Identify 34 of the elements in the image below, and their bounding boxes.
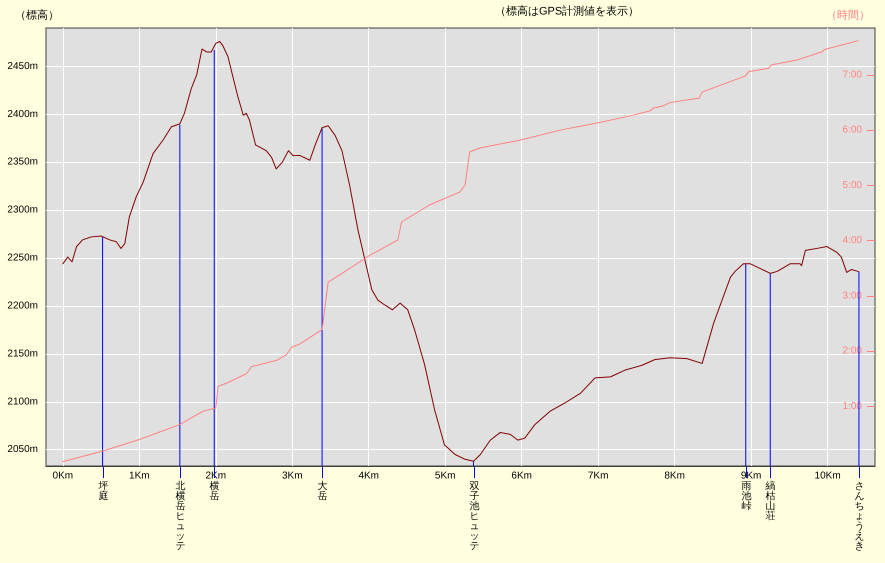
x-tick-label: 6Km	[511, 470, 532, 482]
x-tick-label: 8Km	[664, 470, 685, 482]
y-tick-label: 2300m	[7, 204, 38, 216]
x-tick-label: 1Km	[129, 470, 150, 482]
text: 双子池ヒュッテ	[470, 481, 480, 552]
text: さんちょうえき	[854, 481, 864, 552]
x-tick-label: 10Km	[814, 470, 841, 482]
y2-tick-label: 4:00	[842, 235, 862, 246]
text: 北横岳ヒュッテ	[176, 481, 186, 552]
y-tick-label: 2200m	[7, 300, 38, 312]
text: 横岳	[210, 481, 220, 502]
y-tick-label: 2350m	[7, 156, 38, 168]
y2-tick-label: 7:00	[842, 69, 862, 80]
y2-tick-label: 6:00	[842, 124, 862, 136]
y-tick-label: 2150m	[7, 348, 38, 360]
x-tick-label: 0Km	[52, 470, 74, 482]
x-tick-label: 4Km	[358, 470, 380, 482]
y-tick-label: 2050m	[7, 444, 38, 456]
chart-title: （標高はGPS計測値を表示）	[495, 4, 640, 18]
text: 坪庭	[98, 481, 108, 502]
x-tick-label: 5Km	[434, 470, 456, 482]
text: 大岳	[318, 481, 328, 502]
y-tick-label: 2450m	[7, 60, 38, 72]
y2-axis-title: （時間）	[826, 8, 870, 22]
x-tick-label: 9Km	[740, 470, 762, 482]
x-tick-label: 3Km	[282, 470, 303, 482]
y-tick-label: 2100m	[7, 396, 38, 408]
x-tick-label: 7Km	[588, 470, 608, 482]
text: 雨池峠	[742, 481, 752, 512]
text: 縞枯山荘	[766, 481, 776, 522]
y2-tick-label: 5:00	[842, 180, 862, 191]
y-axis-title: （標高）	[14, 8, 59, 22]
y-tick-label: 2250m	[7, 252, 38, 264]
y-tick-label: 2400m	[7, 108, 38, 120]
